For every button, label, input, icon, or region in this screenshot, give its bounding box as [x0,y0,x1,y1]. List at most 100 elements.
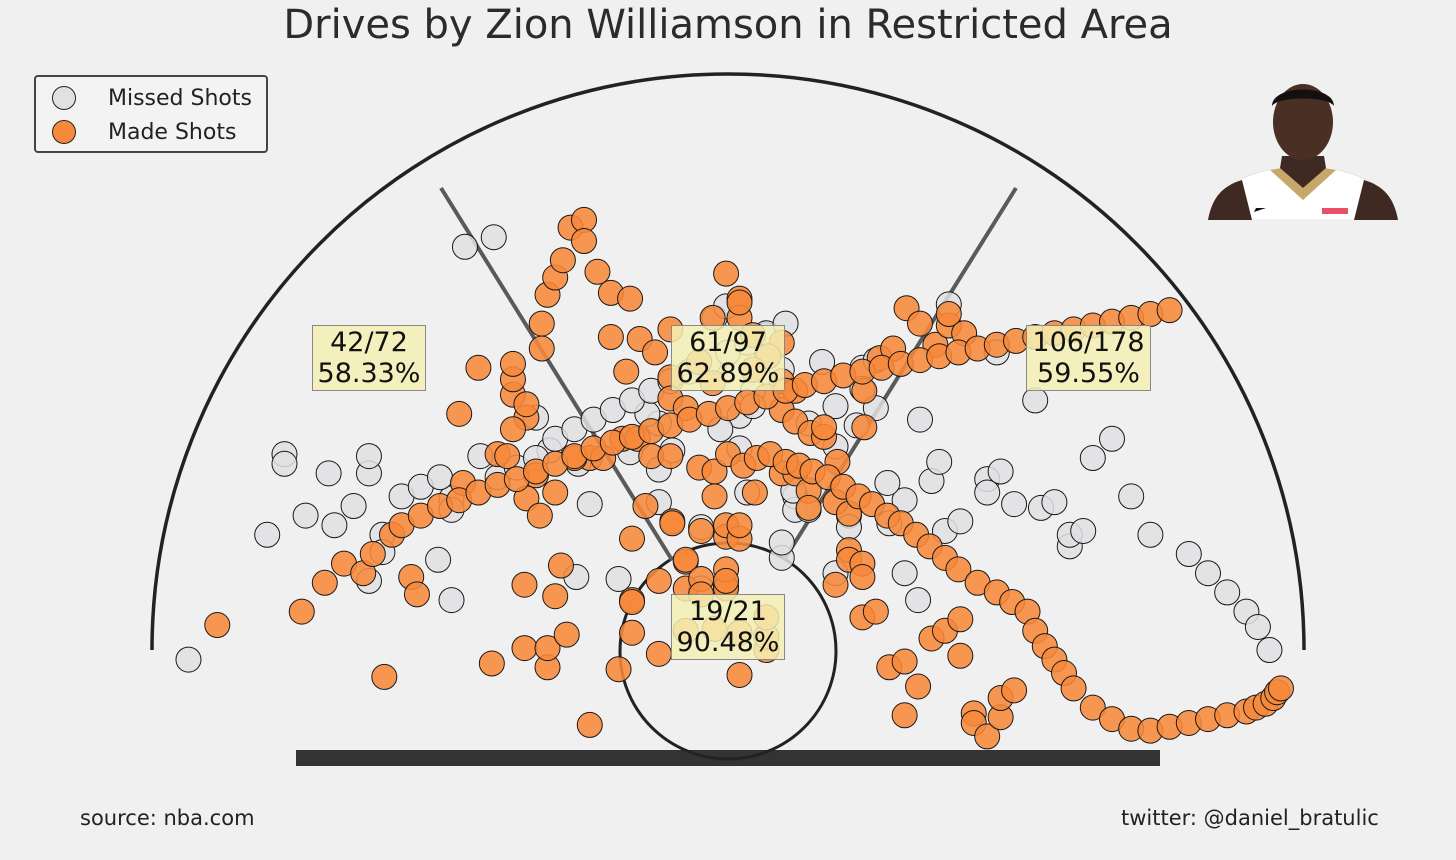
zone-label-left: 42/72 58.33% [312,325,426,391]
made-shot-point [701,483,728,510]
missed-shot-point [768,529,795,556]
missed-shot-point [822,393,849,420]
made-shot-point [534,635,561,662]
made-shot-point [811,414,837,441]
made-shot-point [822,571,849,598]
made-shot-point [657,443,684,470]
zone-fraction-right: 106/178 [1032,327,1145,358]
made-shot-point [645,640,672,667]
missed-shot-point [1244,613,1271,640]
chart-title: Drives by Zion Williamson in Restricted … [283,2,1173,48]
made-shot-point [549,247,576,274]
made-shot-point [359,541,386,567]
legend: Missed Shots Made Shots [34,75,268,153]
made-shot-point [528,310,555,337]
made-shot-point [311,569,338,596]
zone-label-right: 106/178 59.55% [1026,325,1151,391]
missed-shot-point [605,565,632,592]
made-shot-point [619,589,645,615]
made-shot-point [713,260,740,287]
made-shot-point [891,702,918,729]
missed-shot-point [1079,445,1106,471]
missed-shot-point [1070,517,1097,544]
made-shot-point [597,324,624,351]
made-shot-point [1156,297,1183,324]
zone-fraction-center: 61/97 [689,327,767,358]
missed-shot-point [907,406,933,433]
made-shot-point [726,289,753,316]
made-shot-point [945,556,972,583]
missed-shot-point [1022,387,1049,414]
missed-shot-point [1195,560,1221,587]
missed-shot-point [1137,521,1164,548]
made-shot-point [613,358,640,385]
made-shot-point [446,400,473,427]
made-shot-point [1001,677,1028,704]
made-shot-point [947,642,974,669]
zone-pct-right: 59.55% [1037,358,1140,389]
credit-note: twitter: @daniel_bratulic [1121,806,1379,830]
made-shot-point [465,354,492,381]
missed-shot-point [321,512,348,539]
made-shot-point [576,711,603,738]
made-shot-point [726,512,753,539]
made-shot-point [526,502,553,529]
missed-shot-point [874,469,901,496]
made-shot-point [935,301,962,327]
made-shot-point [701,458,728,485]
missed-shot-point [438,587,465,614]
legend-item-missed: Missed Shots [52,84,252,112]
made-shot-point [511,635,538,662]
missed-shot-point [1175,541,1202,567]
zone-divider-left [439,186,674,562]
zone-fraction-restricted: 19/21 [689,596,767,627]
made-shot-point [542,583,569,610]
made-shot-point [371,663,398,690]
made-shot-point [547,552,574,579]
made-shot-point [974,723,1001,750]
made-shot-point [905,673,932,700]
missed-shot-point [905,587,932,614]
made-shot-point [619,619,645,646]
missed-shot-marker-icon [52,86,76,110]
made-shot-point [713,567,740,594]
made-shot-point [542,479,569,506]
made-shot-point [403,581,430,608]
made-shot-point [553,621,580,648]
made-shot-point [204,612,231,639]
made-shot-point [511,571,538,598]
missed-shot-point [987,458,1014,485]
player-headshot-icon [1207,84,1399,220]
missed-shot-point [947,508,974,535]
made-shot-point [584,258,611,285]
made-shot-point [642,339,669,366]
zone-pct-left: 58.33% [317,358,421,389]
missed-shot-point [891,560,918,587]
made-shot-point [288,598,315,625]
made-shot-marker-icon [52,120,76,144]
made-shot-point [726,661,753,688]
made-shot-point [499,350,526,377]
missed-shot-point [1001,491,1028,518]
made-shot-point [659,510,686,537]
made-shot-point [688,517,715,544]
made-shot-point [494,443,521,470]
legend-label-made: Made Shots [108,119,237,145]
missed-shot-point [427,464,453,491]
made-shot-point [862,598,889,625]
missed-shot-point [1041,489,1068,516]
made-shot-point [1060,675,1087,702]
made-shot-point [795,494,822,521]
zone-label-restricted: 19/21 90.48% [671,594,785,660]
missed-shot-point [315,460,342,487]
made-shot-point [1267,675,1294,702]
missed-shot-point [926,448,953,475]
missed-shot-point [1214,579,1241,606]
zone-fraction-left: 42/72 [330,327,408,358]
missed-shot-point [175,646,202,673]
missed-shot-point [254,521,281,548]
missed-shot-point [355,443,382,470]
made-shot-point [513,391,540,418]
made-shot-point [499,416,526,443]
missed-shot-point [271,450,298,477]
